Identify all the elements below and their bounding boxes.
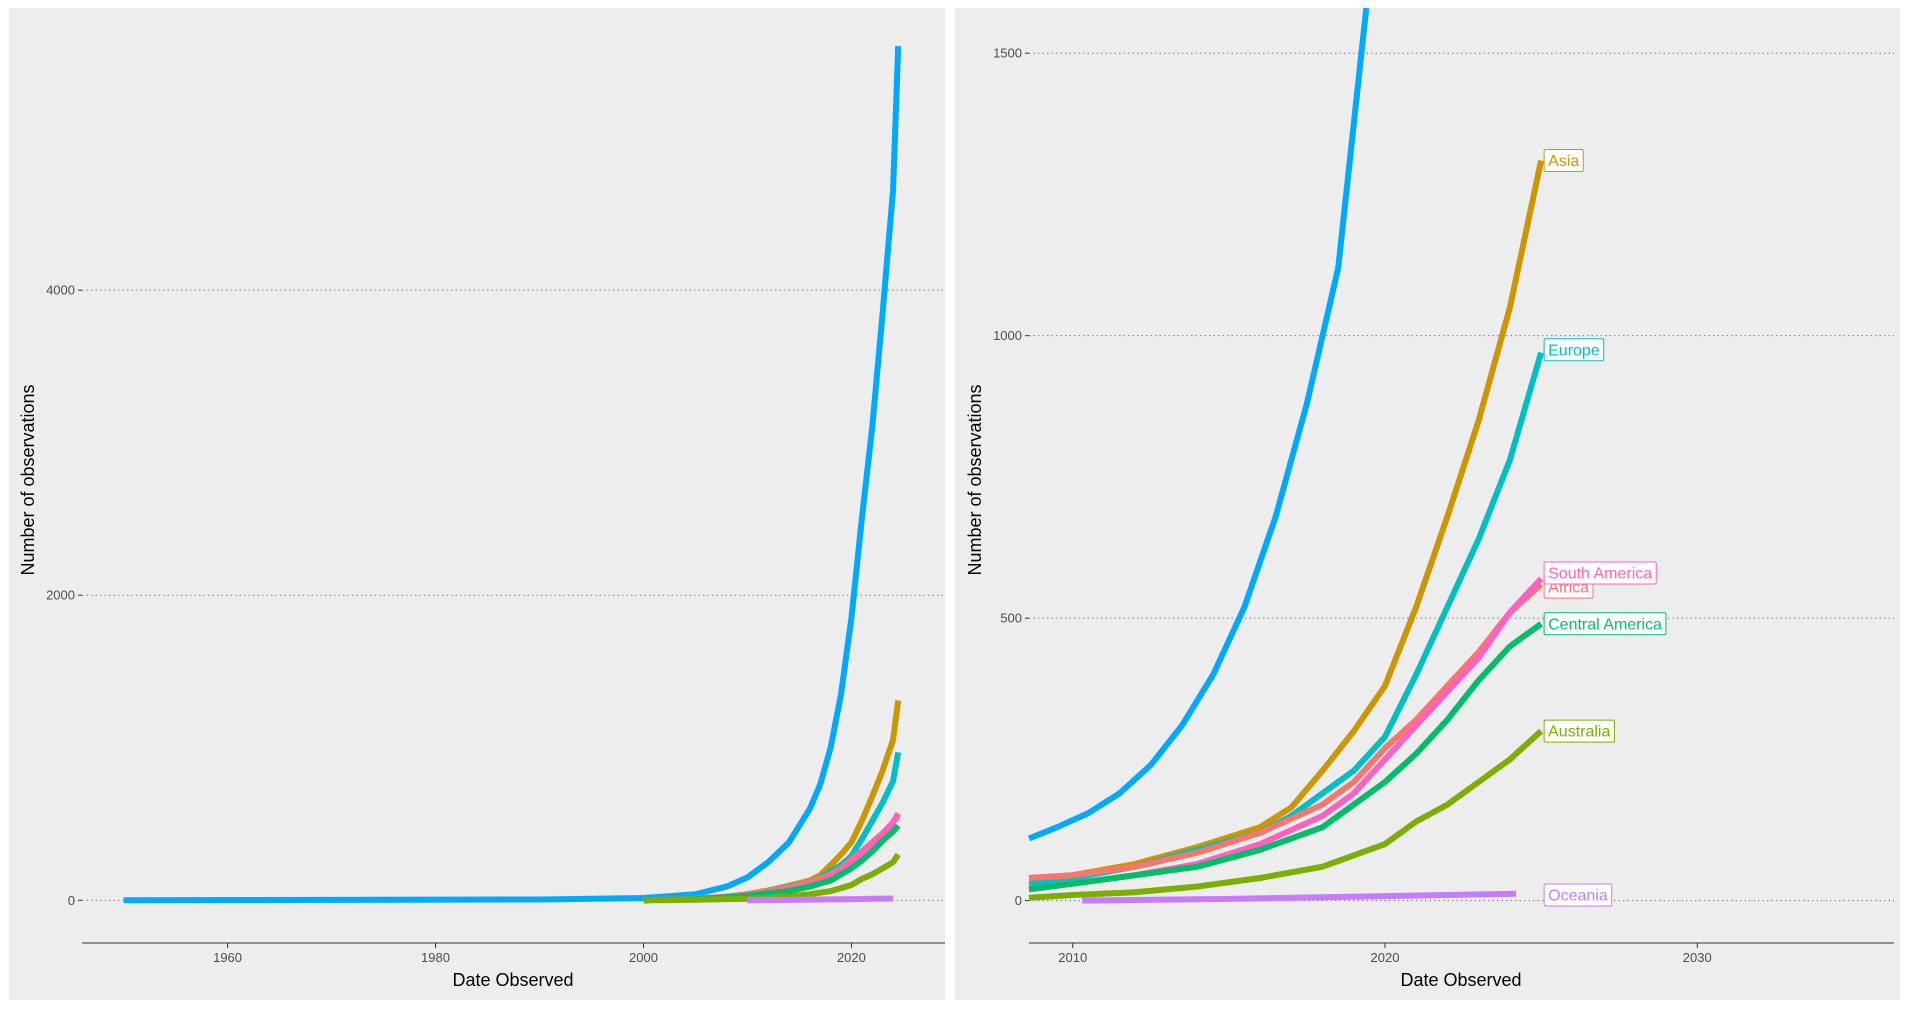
end-label-central-america: Central America <box>1543 612 1667 636</box>
end-label-box <box>1543 719 1615 743</box>
left-chart-background <box>9 8 945 1000</box>
y-tick-label: 0 <box>1015 893 1022 908</box>
end-label-text: Oceania <box>1548 887 1608 904</box>
end-label-australia: Australia <box>1543 719 1615 743</box>
series-line-0 <box>123 45 902 904</box>
end-label-text: Central America <box>1548 616 1662 633</box>
y-tick-label: 0 <box>68 893 75 908</box>
right-y-tick-labels: 0 500 1000 1500 <box>993 46 1029 908</box>
right-series-lines <box>1027 7 1545 904</box>
end-label-text: Asia <box>1548 153 1579 170</box>
right-x-axis-title: Date Observed <box>1400 970 1521 990</box>
x-tick-label: 2020 <box>837 950 866 965</box>
end-label-box <box>1543 561 1657 585</box>
series-line-6 <box>643 852 901 904</box>
y-tick-label: 500 <box>1000 611 1022 626</box>
right-y-axis-title: Number of observations <box>965 384 985 575</box>
x-tick-label: 2000 <box>629 950 658 965</box>
series-line-0 <box>1027 7 1370 842</box>
series-line-7 <box>747 895 894 904</box>
x-tick-label: 2020 <box>1371 950 1400 965</box>
series-line-5 <box>1028 621 1543 893</box>
right-x-tick-labels: 2010 2020 2030 <box>1058 943 1712 965</box>
end-label-box <box>1543 883 1613 907</box>
series-line-7 <box>1082 890 1517 904</box>
left-series-lines <box>123 45 902 904</box>
y-tick-label: 4000 <box>46 283 75 298</box>
end-label-europe: Europe <box>1543 338 1605 362</box>
x-tick-label: 2030 <box>1683 950 1712 965</box>
end-label-box <box>1543 149 1584 173</box>
left-x-tick-labels: 1960 1980 2000 2020 <box>213 943 866 965</box>
left-chart-panel: 0 2000 4000 1960 1980 2000 2020 Date Observed… <box>9 8 945 1000</box>
left-x-axis-title: Date Observed <box>452 970 573 990</box>
left-y-tick-labels: 0 2000 4000 <box>46 283 82 908</box>
end-label-text: Australia <box>1548 724 1610 741</box>
series-line-6 <box>1028 728 1544 901</box>
end-label-south-america: South America <box>1543 561 1657 585</box>
x-tick-label: 1960 <box>213 950 242 965</box>
end-label-asia: Asia <box>1543 149 1584 173</box>
end-label-box <box>1543 612 1667 636</box>
x-tick-label: 2010 <box>1058 950 1087 965</box>
right-chart-background <box>955 8 1900 1000</box>
end-label-text: Europe <box>1548 342 1600 359</box>
end-label-oceania: Oceania <box>1543 883 1613 907</box>
left-y-axis-title: Number of observations <box>18 384 38 575</box>
x-tick-label: 1980 <box>421 950 450 965</box>
y-tick-label: 1500 <box>993 46 1022 61</box>
series-line-3 <box>1028 582 1544 881</box>
y-tick-label: 2000 <box>46 588 75 603</box>
end-label-text: South America <box>1548 565 1652 582</box>
end-label-box <box>1543 338 1605 362</box>
y-tick-label: 1000 <box>993 328 1022 343</box>
